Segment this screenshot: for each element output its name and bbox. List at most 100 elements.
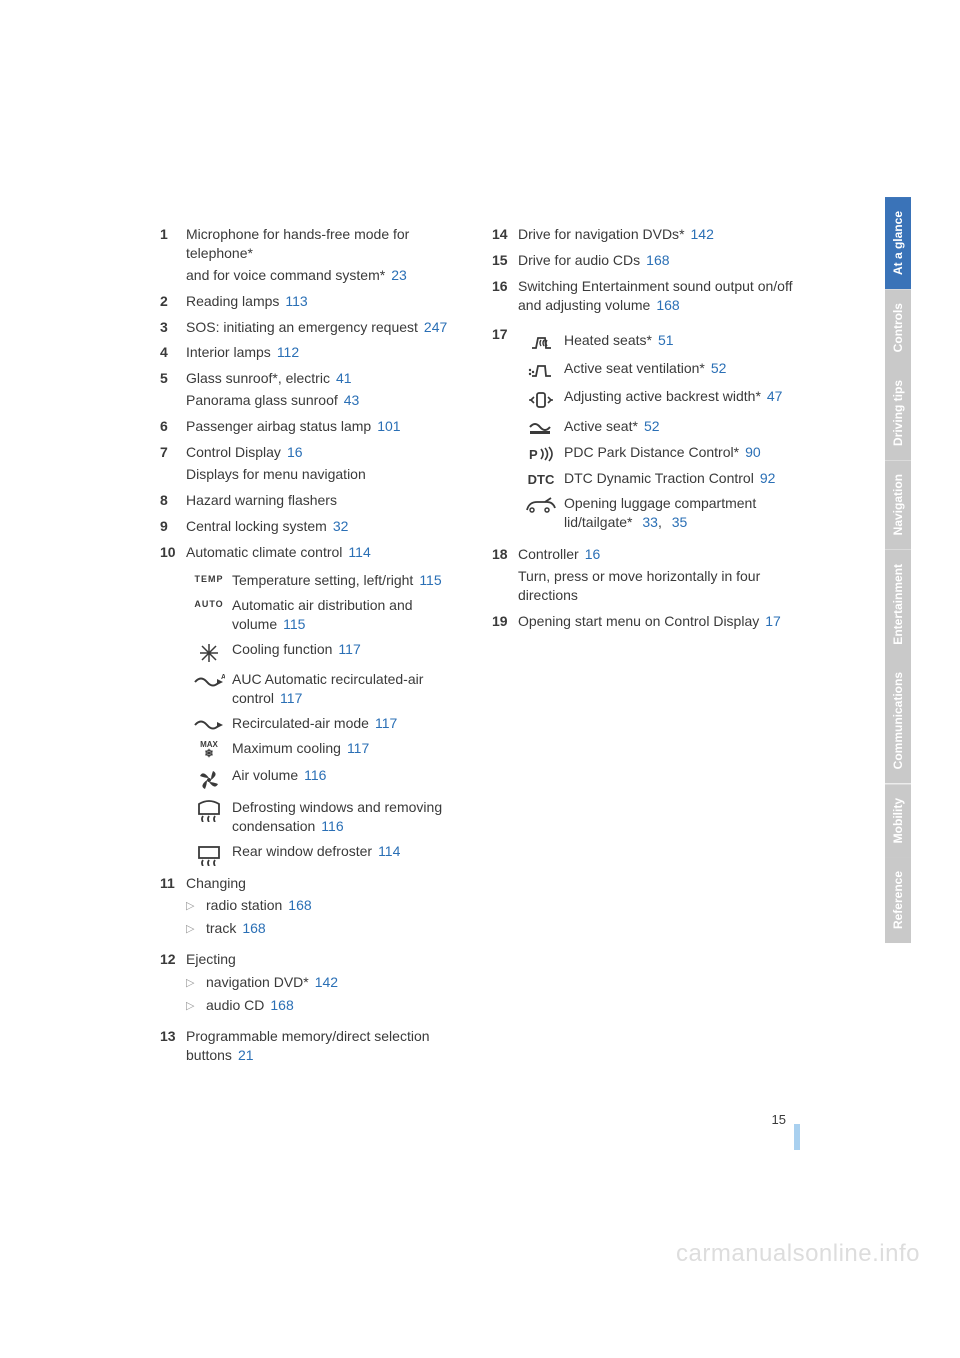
item-text: audio CD	[206, 997, 264, 1013]
item-text: radio station	[206, 897, 282, 913]
section-tab-at a glance[interactable]: At a glance	[885, 197, 911, 289]
page-ref-link[interactable]: 51	[658, 332, 674, 348]
item-number: 14	[492, 225, 518, 244]
page-ref-link[interactable]: 23	[391, 267, 407, 283]
section-tab-controls[interactable]: Controls	[885, 289, 911, 366]
item-text: AUC Automatic recirculated-air control	[232, 671, 423, 706]
page-ref-link[interactable]: 142	[691, 226, 714, 242]
item-number: 16	[492, 277, 518, 296]
page-ref-link[interactable]: 168	[646, 252, 669, 268]
page-ref-link[interactable]: 115	[283, 616, 305, 632]
page-ref-link[interactable]: 247	[424, 319, 447, 335]
optional-star-icon: *	[627, 514, 632, 530]
section-tab-entertainment[interactable]: Entertainment	[885, 550, 911, 659]
page-ref-link[interactable]: 142	[315, 974, 338, 990]
page-ref-link[interactable]: 92	[760, 470, 776, 486]
section-tab-mobility[interactable]: Mobility	[885, 784, 911, 857]
page-ref-link[interactable]: 52	[711, 360, 727, 376]
optional-star-icon: *	[632, 418, 637, 434]
page-ref-link[interactable]: 116	[321, 818, 343, 834]
climate-sub-item: TEMPTemperature setting, left/right115	[186, 571, 462, 590]
heatedSeat-icon	[518, 331, 564, 353]
item-text-trail: , electric	[278, 370, 330, 386]
page-ref-link[interactable]: 117	[280, 690, 302, 706]
page-ref-link[interactable]: 115	[419, 572, 441, 588]
climate-sub-item: Cooling function117	[186, 640, 462, 664]
page-ref-link[interactable]: 168	[242, 920, 265, 936]
page-ref-link[interactable]: 101	[377, 418, 400, 434]
item-text: Hazard warning flashers	[186, 492, 337, 508]
page-ref-link[interactable]: 112	[277, 344, 299, 360]
item-text: Active seat	[564, 418, 632, 434]
auto-icon: AUTO	[186, 596, 232, 610]
list-item: 13Programmable memory/direct selection b…	[160, 1027, 462, 1065]
list-item: 6Passenger airbag status lamp101	[160, 417, 462, 436]
item-text: Rear window defroster	[232, 843, 372, 859]
section-tab-communications[interactable]: Communications	[885, 658, 911, 783]
item-text: Automatic air distribution and volume	[232, 597, 413, 632]
page-ref-link[interactable]: 21	[238, 1047, 254, 1063]
item-text: Reading lamps	[186, 293, 279, 309]
item-text: Panorama glass sunroof	[186, 392, 338, 408]
section-tab-reference[interactable]: Reference	[885, 857, 911, 943]
page-ref-link[interactable]: 114	[348, 544, 370, 560]
section-tab-driving tips[interactable]: Driving tips	[885, 366, 911, 460]
bullet-arrow-icon: ▷	[186, 919, 206, 937]
item-text: Opening start menu on Control Display	[518, 613, 759, 629]
page-ref-link[interactable]: 16	[585, 546, 601, 562]
list-item: 1Microphone for hands-free mode for tele…	[160, 225, 462, 285]
item-text: Automatic climate control	[186, 544, 342, 560]
section-tab-navigation[interactable]: Navigation	[885, 460, 911, 549]
svg-text:P: P	[529, 447, 538, 462]
item-number: 5	[160, 369, 186, 388]
page-ref-link[interactable]: 32	[333, 518, 349, 534]
luggage-icon	[518, 494, 564, 514]
list-item: 19Opening start menu on Control Display 1…	[492, 612, 794, 631]
list-item: 9Central locking system32	[160, 517, 462, 536]
page-ref-link[interactable]: 33	[642, 514, 658, 530]
page-ref-link[interactable]: 113	[285, 293, 307, 309]
list-item: 16Switching Entertainment sound output o…	[492, 277, 794, 315]
page-ref-link[interactable]: 35	[672, 514, 688, 530]
page-ref-link[interactable]: 168	[270, 997, 293, 1013]
optional-star-icon: *	[303, 974, 308, 990]
page-ref-link[interactable]: 117	[338, 641, 360, 657]
climate-sub-item: MAX❄Maximum cooling117	[186, 739, 462, 760]
item-text: Active seat ventilation	[564, 360, 699, 376]
item-text: Microphone for hands-free mode for telep…	[186, 226, 409, 261]
left-column: 1Microphone for hands-free mode for tele…	[160, 225, 462, 1072]
climate-sub-item: Recirculated-air mode117	[186, 714, 462, 733]
list-item: 12Ejecting▷navigation DVD*142▷audio CD16…	[160, 950, 462, 1019]
item-text: Displays for menu navigation	[186, 466, 366, 482]
page-ref-link[interactable]: 117	[347, 740, 369, 756]
item-text: Programmable memory/direct selection but…	[186, 1028, 430, 1063]
page-ref-link[interactable]: 41	[336, 370, 352, 386]
page-ref-link[interactable]: 117	[375, 715, 397, 731]
item-number: 3	[160, 318, 186, 337]
page-ref-link[interactable]: 52	[644, 418, 660, 434]
page-ref-link[interactable]: 90	[745, 444, 761, 460]
recirc-icon	[186, 714, 232, 730]
page-ref-link[interactable]: 43	[344, 392, 360, 408]
page-ref-link[interactable]: 116	[304, 767, 326, 783]
list-item: 10Automatic climate control114	[160, 543, 462, 562]
item-number: 19	[492, 612, 518, 631]
page-ref-link[interactable]: 168	[656, 297, 679, 313]
page-ref-link[interactable]: 114	[378, 843, 400, 859]
bullet-arrow-icon: ▷	[186, 996, 206, 1014]
list-item: 4Interior lamps112	[160, 343, 462, 362]
item-number: 1	[160, 225, 186, 244]
optional-star-icon: *	[647, 332, 652, 348]
optional-star-icon: *	[734, 444, 739, 460]
bullet-item: ▷radio station168	[186, 896, 462, 915]
dtc-icon: DTC	[518, 469, 564, 489]
page-ref-link[interactable]: 168	[288, 897, 311, 913]
page-ref-link[interactable]: 16	[287, 444, 303, 460]
list-item: 15Drive for audio CDs168	[492, 251, 794, 270]
page-number-bar	[794, 1124, 800, 1150]
list-item: 7Control Display16Displays for menu navi…	[160, 443, 462, 484]
item-text: Drive for audio CDs	[518, 252, 640, 268]
page-ref-link[interactable]: 17	[765, 613, 781, 629]
optional-star-icon: *	[679, 226, 684, 242]
page-ref-link[interactable]: 47	[767, 388, 783, 404]
